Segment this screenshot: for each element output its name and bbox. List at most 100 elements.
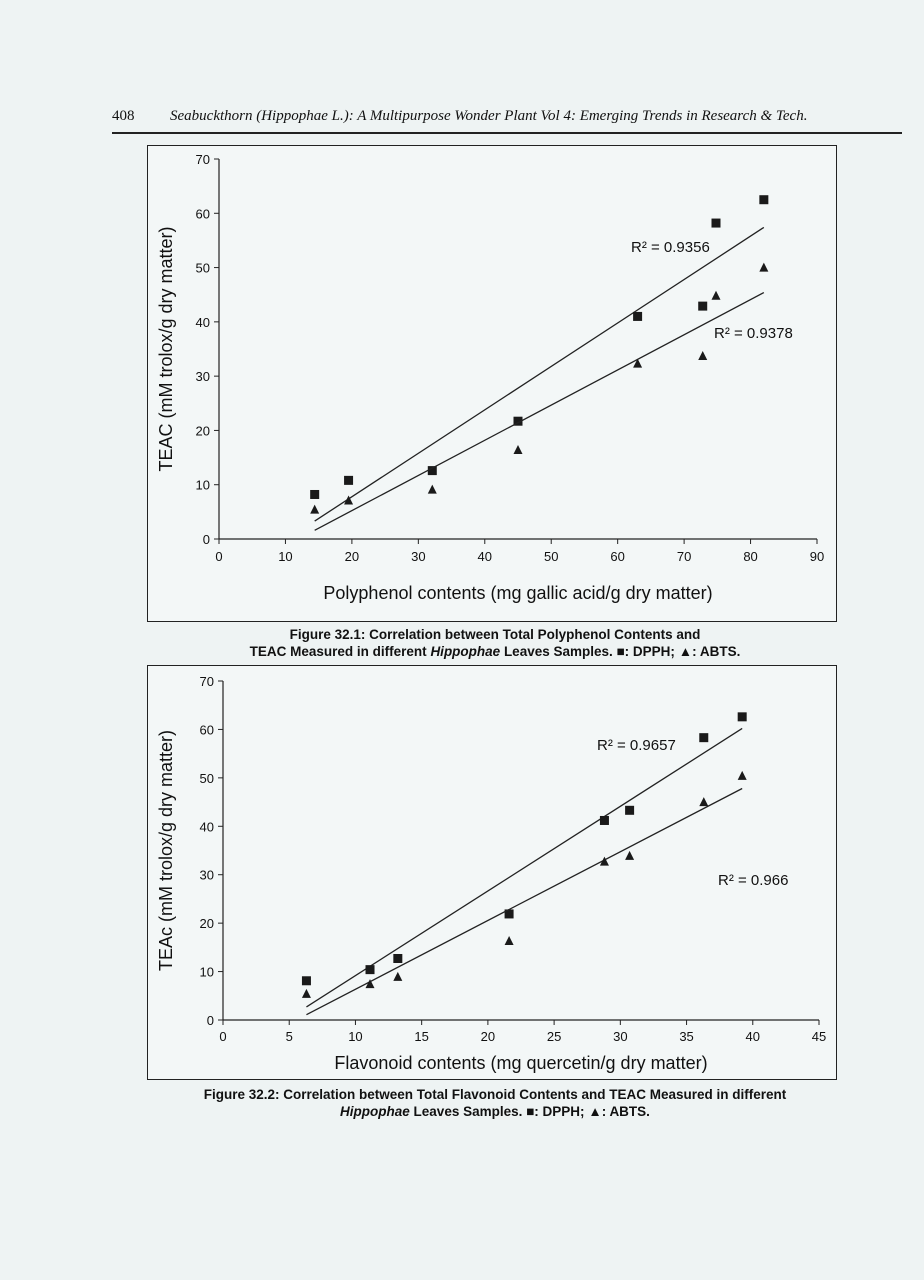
y-tick-label: 40 — [200, 819, 214, 834]
abts-point — [633, 358, 643, 368]
caption-line: Figure 32.1: Correlation between Total P… — [289, 627, 701, 642]
x-tick-label: 0 — [219, 1029, 226, 1044]
x-tick-label: 30 — [613, 1029, 627, 1044]
dpph-point — [625, 805, 635, 815]
y-tick-label: 50 — [200, 771, 214, 786]
abts-point — [737, 770, 747, 780]
dpph-point — [310, 489, 320, 499]
abts-point — [513, 444, 523, 454]
dpph-point — [365, 965, 375, 975]
dpph-point — [698, 301, 708, 311]
abts-point — [759, 262, 769, 272]
x-tick-label: 10 — [278, 549, 292, 564]
abts-trendline — [306, 787, 743, 1016]
dpph-r2-label: R² = 0.9356 — [631, 239, 710, 256]
x-tick-label: 70 — [677, 549, 691, 564]
x-tick-label: 40 — [746, 1029, 760, 1044]
abts-r2-label: R² = 0.966 — [718, 872, 788, 889]
abts-r2-label: R² = 0.9378 — [714, 325, 793, 342]
abts-point — [711, 290, 721, 300]
x-tick-label: 50 — [544, 549, 558, 564]
x-tick-label: 0 — [215, 549, 222, 564]
figure-32-2-caption: Figure 32.2: Correlation between Total F… — [110, 1086, 880, 1120]
abts-point — [365, 979, 375, 989]
x-tick-label: 15 — [414, 1029, 428, 1044]
dpph-point — [633, 311, 643, 321]
y-tick-label: 30 — [200, 868, 214, 883]
y-tick-label: 0 — [203, 532, 210, 547]
x-tick-label: 20 — [345, 549, 359, 564]
abts-point — [310, 504, 320, 514]
dpph-point — [344, 475, 354, 485]
figure-32-2-frame — [147, 665, 837, 1080]
caption-text: Leaves Samples. — [500, 644, 617, 659]
caption-genus: Hippophae — [340, 1104, 410, 1119]
x-tick-label: 20 — [481, 1029, 495, 1044]
triangle-marker-icon: ▲ — [678, 644, 693, 659]
y-tick-label: 40 — [196, 315, 210, 330]
x-tick-label: 60 — [610, 549, 624, 564]
dpph-point — [301, 976, 311, 986]
y-tick-label: 20 — [196, 423, 210, 438]
dpph-point — [504, 909, 514, 919]
triangle-marker-icon: ▲ — [588, 1104, 602, 1119]
page-number: 408 — [112, 108, 135, 124]
dpph-point — [699, 733, 709, 743]
figure-32-1-frame — [147, 145, 837, 622]
x-tick-label: 90 — [810, 549, 824, 564]
caption-line: Figure 32.2: Correlation between Total F… — [203, 1087, 787, 1102]
dpph-trendline — [314, 226, 765, 522]
caption-text: TEAC Measured in different — [249, 644, 431, 659]
y-tick-label: 20 — [200, 916, 214, 931]
y-tick-label: 10 — [196, 478, 210, 493]
caption-line: TEAC Measured in different Hippophae Lea… — [249, 644, 741, 659]
x-tick-label: 10 — [348, 1029, 362, 1044]
abts-trendline — [314, 291, 765, 531]
dpph-point — [759, 195, 769, 205]
header-rule — [112, 132, 902, 134]
abts-point — [625, 850, 635, 860]
dpph-trendline — [306, 727, 743, 1008]
dpph-point — [737, 712, 747, 722]
legend-dpph: DPPH; — [542, 1104, 585, 1119]
x-tick-label: 5 — [286, 1029, 293, 1044]
abts-point — [301, 988, 311, 998]
y-axis-label: TEAc (mM trolox/g dry matter) — [156, 730, 176, 971]
y-tick-label: 50 — [196, 261, 210, 276]
x-tick-label: 25 — [547, 1029, 561, 1044]
x-tick-label: 45 — [812, 1029, 826, 1044]
dpph-point — [711, 218, 721, 228]
dpph-point — [513, 416, 523, 426]
book-title: Seabuckthorn (Hippophae L.): A Multipurp… — [170, 108, 808, 124]
dpph-point — [393, 953, 403, 963]
x-tick-label: 80 — [743, 549, 757, 564]
caption-line: Hippophae Leaves Samples. ■: DPPH; ▲: AB… — [340, 1104, 650, 1119]
x-axis-label: Polyphenol contents (mg gallic acid/g dr… — [323, 583, 712, 603]
figure-32-1-caption: Figure 32.1: Correlation between Total P… — [150, 626, 840, 660]
abts-point — [344, 495, 354, 505]
legend-abts: ABTS. — [699, 644, 741, 659]
x-axis-label: Flavonoid contents (mg quercetin/g dry m… — [334, 1053, 707, 1073]
y-axis-label: TEAC (mM trolox/g dry matter) — [156, 226, 176, 471]
dpph-point — [427, 466, 437, 476]
y-tick-label: 60 — [200, 722, 214, 737]
y-tick-label: 70 — [200, 674, 214, 689]
abts-point — [427, 484, 437, 494]
caption-genus: Hippophae — [430, 644, 501, 659]
abts-point — [599, 856, 609, 866]
dpph-r2-label: R² = 0.9657 — [597, 737, 676, 754]
legend-dpph: DPPH; — [632, 644, 675, 659]
y-tick-label: 10 — [200, 965, 214, 980]
caption-text: Leaves Samples. — [409, 1104, 527, 1119]
y-tick-label: 0 — [207, 1013, 214, 1028]
abts-point — [699, 797, 709, 807]
legend-abts: ABTS. — [609, 1104, 650, 1119]
x-tick-label: 35 — [679, 1029, 693, 1044]
y-tick-label: 30 — [196, 369, 210, 384]
x-tick-label: 40 — [478, 549, 492, 564]
abts-point — [504, 936, 514, 946]
square-marker-icon: ■ — [526, 1104, 535, 1119]
abts-point — [393, 971, 403, 981]
